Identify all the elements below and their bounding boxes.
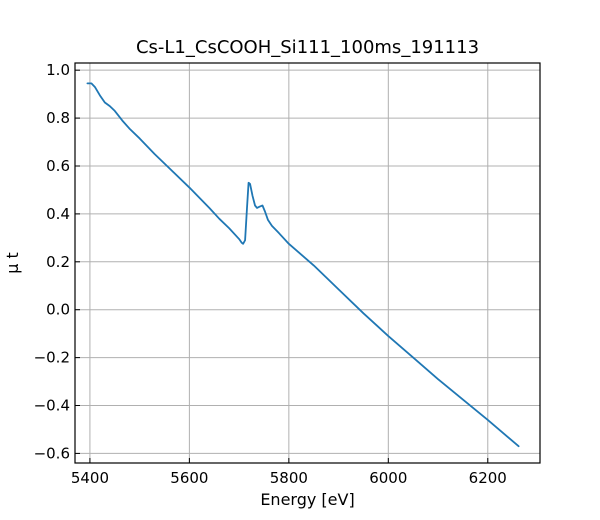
grid-layer: [75, 63, 540, 463]
chart-title: Cs-L1_CsCOOH_Si111_100ms_191113: [136, 37, 479, 58]
y-tick-label: 0.4: [46, 205, 70, 223]
x-axis-label: Energy [eV]: [260, 490, 354, 509]
y-tick-label: −0.6: [34, 444, 70, 462]
axes-frame: [74, 62, 541, 464]
series-layer: [86, 82, 520, 448]
x-tick-label: 5600: [170, 469, 208, 487]
tick-layer: 5400 5600 5800 6000 6200 1.0 0.8 0.6 0.4 0.2 0.0 −0…: [34, 61, 507, 487]
y-tick-label: 0.0: [46, 301, 70, 319]
y-tick-label: 0.8: [46, 109, 70, 127]
y-tick-label: −0.4: [34, 397, 70, 415]
y-tick-label: 1.0: [46, 61, 70, 79]
x-tick-label: 6200: [469, 469, 507, 487]
x-tick-label: 6000: [369, 469, 407, 487]
x-tick-label: 5400: [71, 469, 109, 487]
y-axis-label: μ t: [3, 252, 22, 274]
y-tick-label: 0.6: [46, 157, 70, 175]
label-layer: Cs-L1_CsCOOH_Si111_100ms_191113 Energy […: [3, 37, 479, 509]
series-line: [86, 82, 520, 448]
y-tick-label: 0.2: [46, 253, 70, 271]
y-tick-label: −0.2: [34, 349, 70, 367]
x-tick-label: 5800: [270, 469, 308, 487]
